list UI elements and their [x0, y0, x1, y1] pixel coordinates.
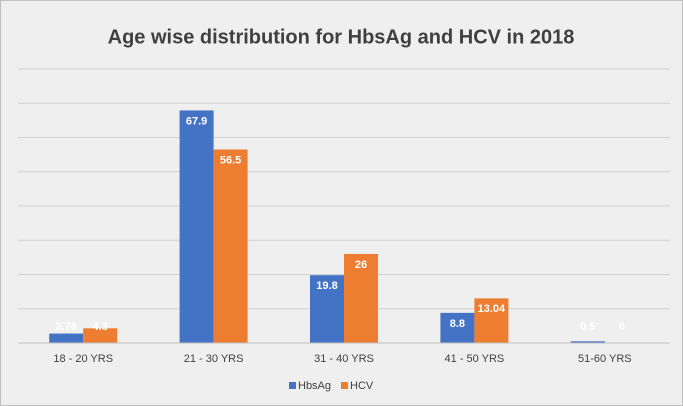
bar — [310, 275, 344, 343]
data-label: 13.04 — [478, 303, 506, 315]
x-tick-label: 21 - 30 YRS — [184, 353, 244, 365]
data-label: 19.8 — [316, 280, 337, 292]
bar — [440, 312, 475, 343]
bar — [179, 110, 214, 343]
bar — [83, 328, 118, 343]
data-label: 26 — [355, 259, 367, 271]
x-tick-label: 18 - 20 YRS — [53, 353, 113, 365]
x-tick-label: 51-60 YRS — [578, 353, 632, 365]
data-label: 4.3 — [93, 321, 108, 333]
bar — [570, 341, 605, 343]
x-tick-label: 41 - 50 YRS — [445, 353, 505, 365]
data-label: 0.5 — [580, 321, 595, 333]
bar — [344, 253, 378, 343]
data-label: 56.5 — [220, 154, 241, 166]
data-label: 8.8 — [450, 318, 465, 330]
data-label: 2.76 — [55, 321, 76, 333]
data-label: 0 — [619, 321, 625, 333]
bar — [49, 333, 84, 343]
bar — [213, 149, 248, 343]
legend-label: HbsAg — [298, 380, 331, 392]
legend-swatch — [289, 382, 296, 389]
bar — [474, 298, 509, 343]
x-tick-label: 31 - 40 YRS — [314, 353, 374, 365]
data-label: 67.9 — [186, 115, 207, 127]
legend-swatch — [341, 382, 348, 389]
legend-label: HCV — [350, 380, 374, 392]
chart-title: Age wise distribution for HbsAg and HCV … — [108, 26, 575, 48]
